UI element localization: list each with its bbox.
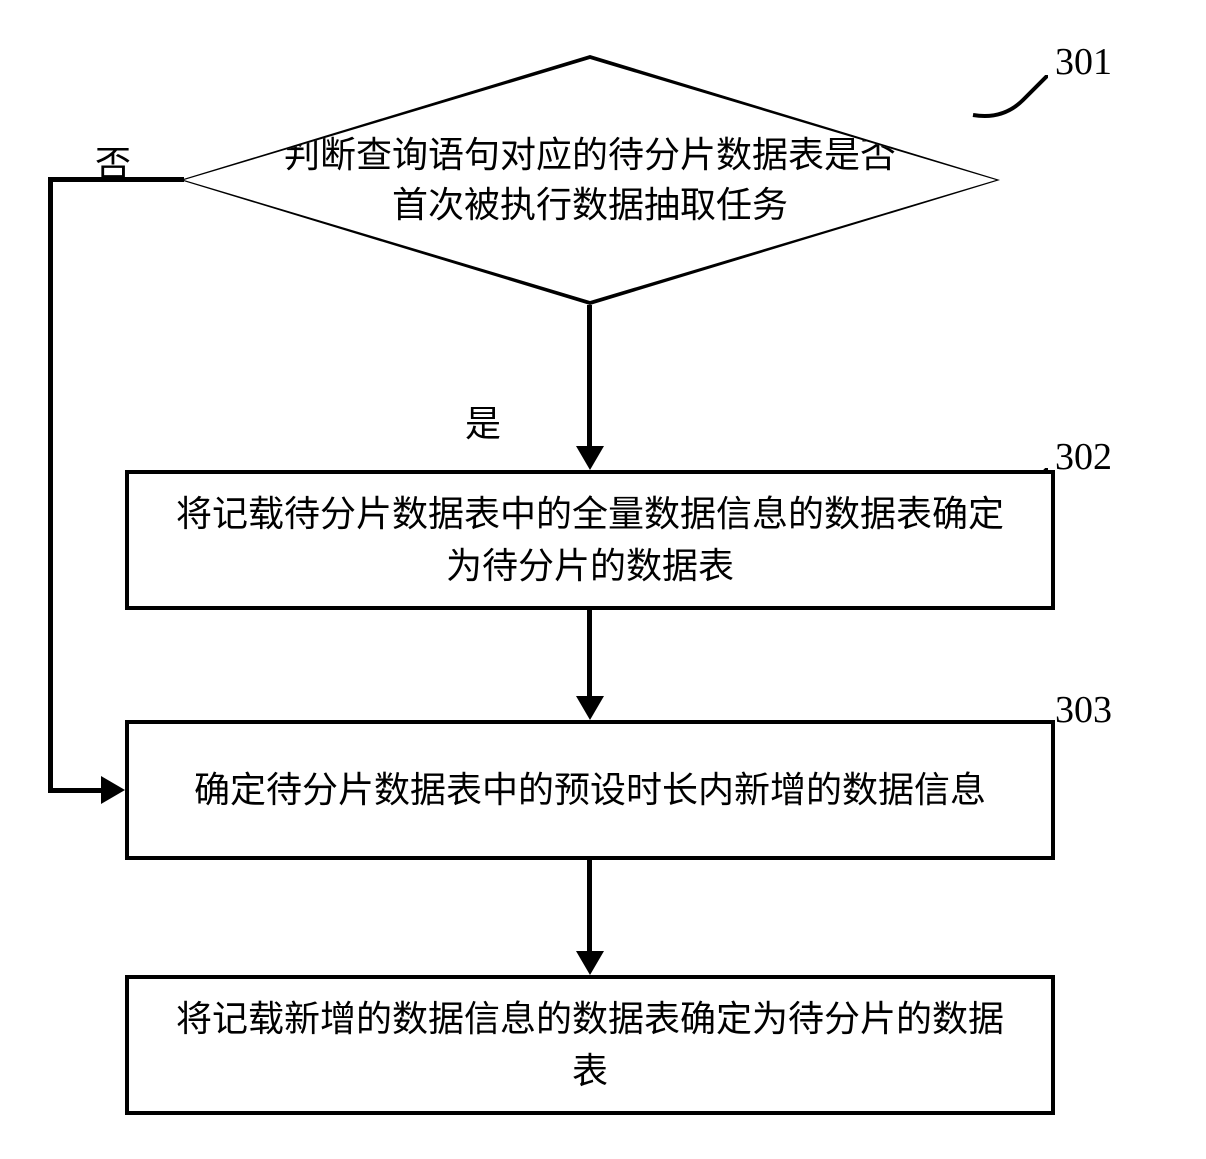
arrow-no-seg1	[48, 177, 184, 182]
step-number-301: 301	[1055, 40, 1112, 84]
arrow-no-seg2	[48, 177, 53, 790]
process-text-303: 确定待分片数据表中的预设时长内新增的数据信息	[194, 764, 986, 816]
edge-label-yes: 是	[465, 395, 501, 447]
arrow-yes	[587, 305, 592, 450]
decision-node-301: 判断查询语句对应的待分片数据表是否首次被执行数据抽取任务	[180, 55, 1000, 305]
arrow-yes-head-icon	[576, 446, 604, 470]
step-number-303: 303	[1055, 688, 1112, 732]
arrow-302-303-head-icon	[576, 696, 604, 720]
process-text-302: 将记载待分片数据表中的全量数据信息的数据表确定为待分片的数据表	[159, 488, 1021, 592]
process-node-304: 将记载新增的数据信息的数据表确定为待分片的数据表	[125, 975, 1055, 1115]
arrow-no-head-icon	[101, 776, 125, 804]
arrow-302-303	[587, 610, 592, 700]
arrow-303-304	[587, 860, 592, 955]
process-node-302: 将记载待分片数据表中的全量数据信息的数据表确定为待分片的数据表	[125, 470, 1055, 610]
arrow-303-304-head-icon	[576, 951, 604, 975]
flowchart-container: 判断查询语句对应的待分片数据表是否首次被执行数据抽取任务 301 302 303…	[0, 0, 1206, 1159]
step-number-302: 302	[1055, 435, 1112, 479]
decision-text-301: 判断查询语句对应的待分片数据表是否首次被执行数据抽取任务	[280, 130, 900, 231]
arrow-no-seg3	[48, 788, 105, 793]
process-node-303: 确定待分片数据表中的预设时长内新增的数据信息	[125, 720, 1055, 860]
callout-curve-301	[968, 75, 1048, 135]
process-text-304: 将记载新增的数据信息的数据表确定为待分片的数据表	[159, 993, 1021, 1097]
